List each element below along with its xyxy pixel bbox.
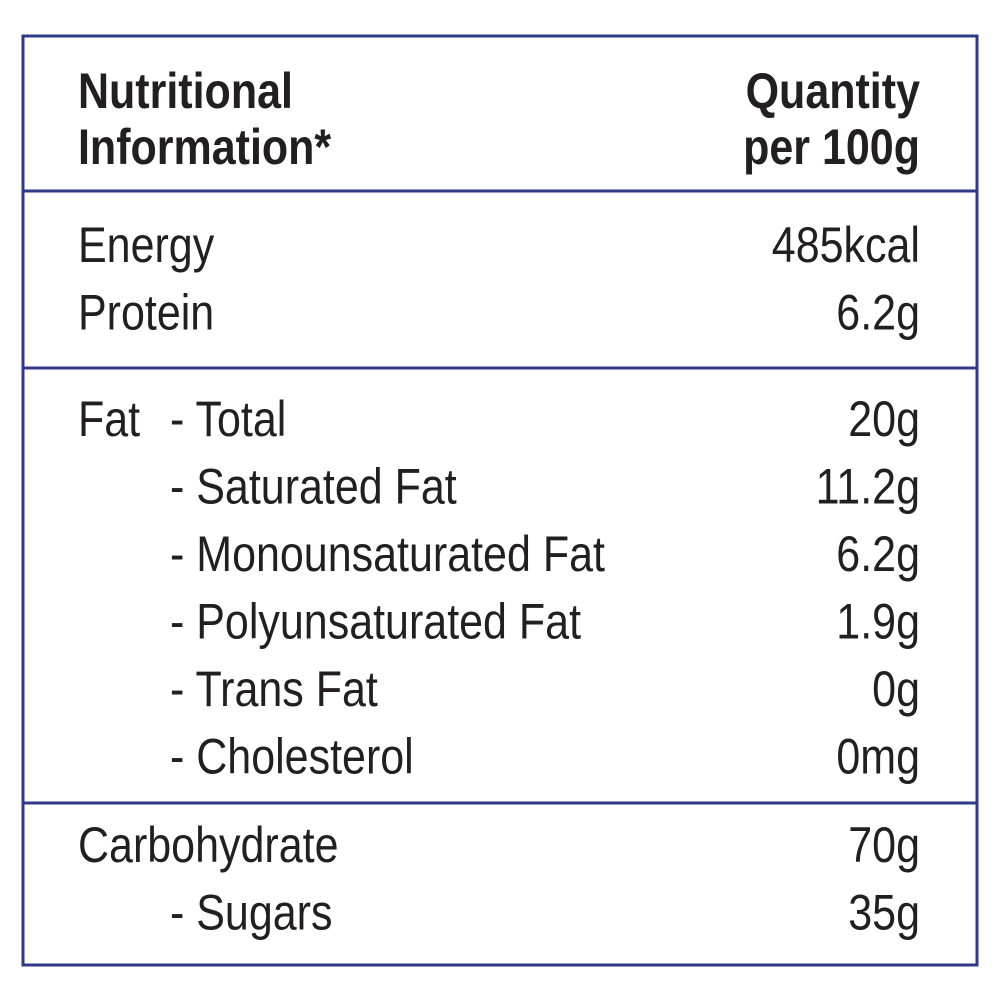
header-left: Information* — [78, 119, 332, 175]
row-label: - Polyunsaturated Fat — [170, 593, 581, 649]
header-left: Nutritional — [78, 63, 293, 119]
table-border — [21, 34, 979, 967]
row-label: - Saturated Fat — [170, 458, 457, 514]
row-value: 20g — [848, 391, 920, 447]
row-value: 485kcal — [772, 217, 920, 273]
header-right: per 100g — [743, 119, 920, 175]
row-value: 35g — [848, 884, 920, 940]
header-right: Quantity — [746, 63, 920, 119]
row-label: - Monounsaturated Fat — [170, 526, 605, 582]
row-label: - Sugars — [170, 884, 332, 940]
row-value: 70g — [848, 817, 920, 873]
row-label: - Total — [170, 391, 286, 447]
row-label: Carbohydrate — [78, 817, 339, 873]
row-value: 6.2g — [836, 526, 920, 582]
row-value: 0mg — [836, 728, 920, 784]
row-label: Protein — [78, 284, 214, 340]
row-value: 0g — [872, 661, 920, 717]
row-label: Energy — [78, 217, 215, 273]
row-value: 11.2g — [816, 458, 920, 514]
row-label: - Cholesterol — [170, 728, 414, 784]
row-value: 6.2g — [836, 284, 920, 340]
row-value: 1.9g — [836, 593, 920, 649]
row-label: - Trans Fat — [170, 661, 378, 717]
row-group: Fat — [78, 391, 140, 447]
